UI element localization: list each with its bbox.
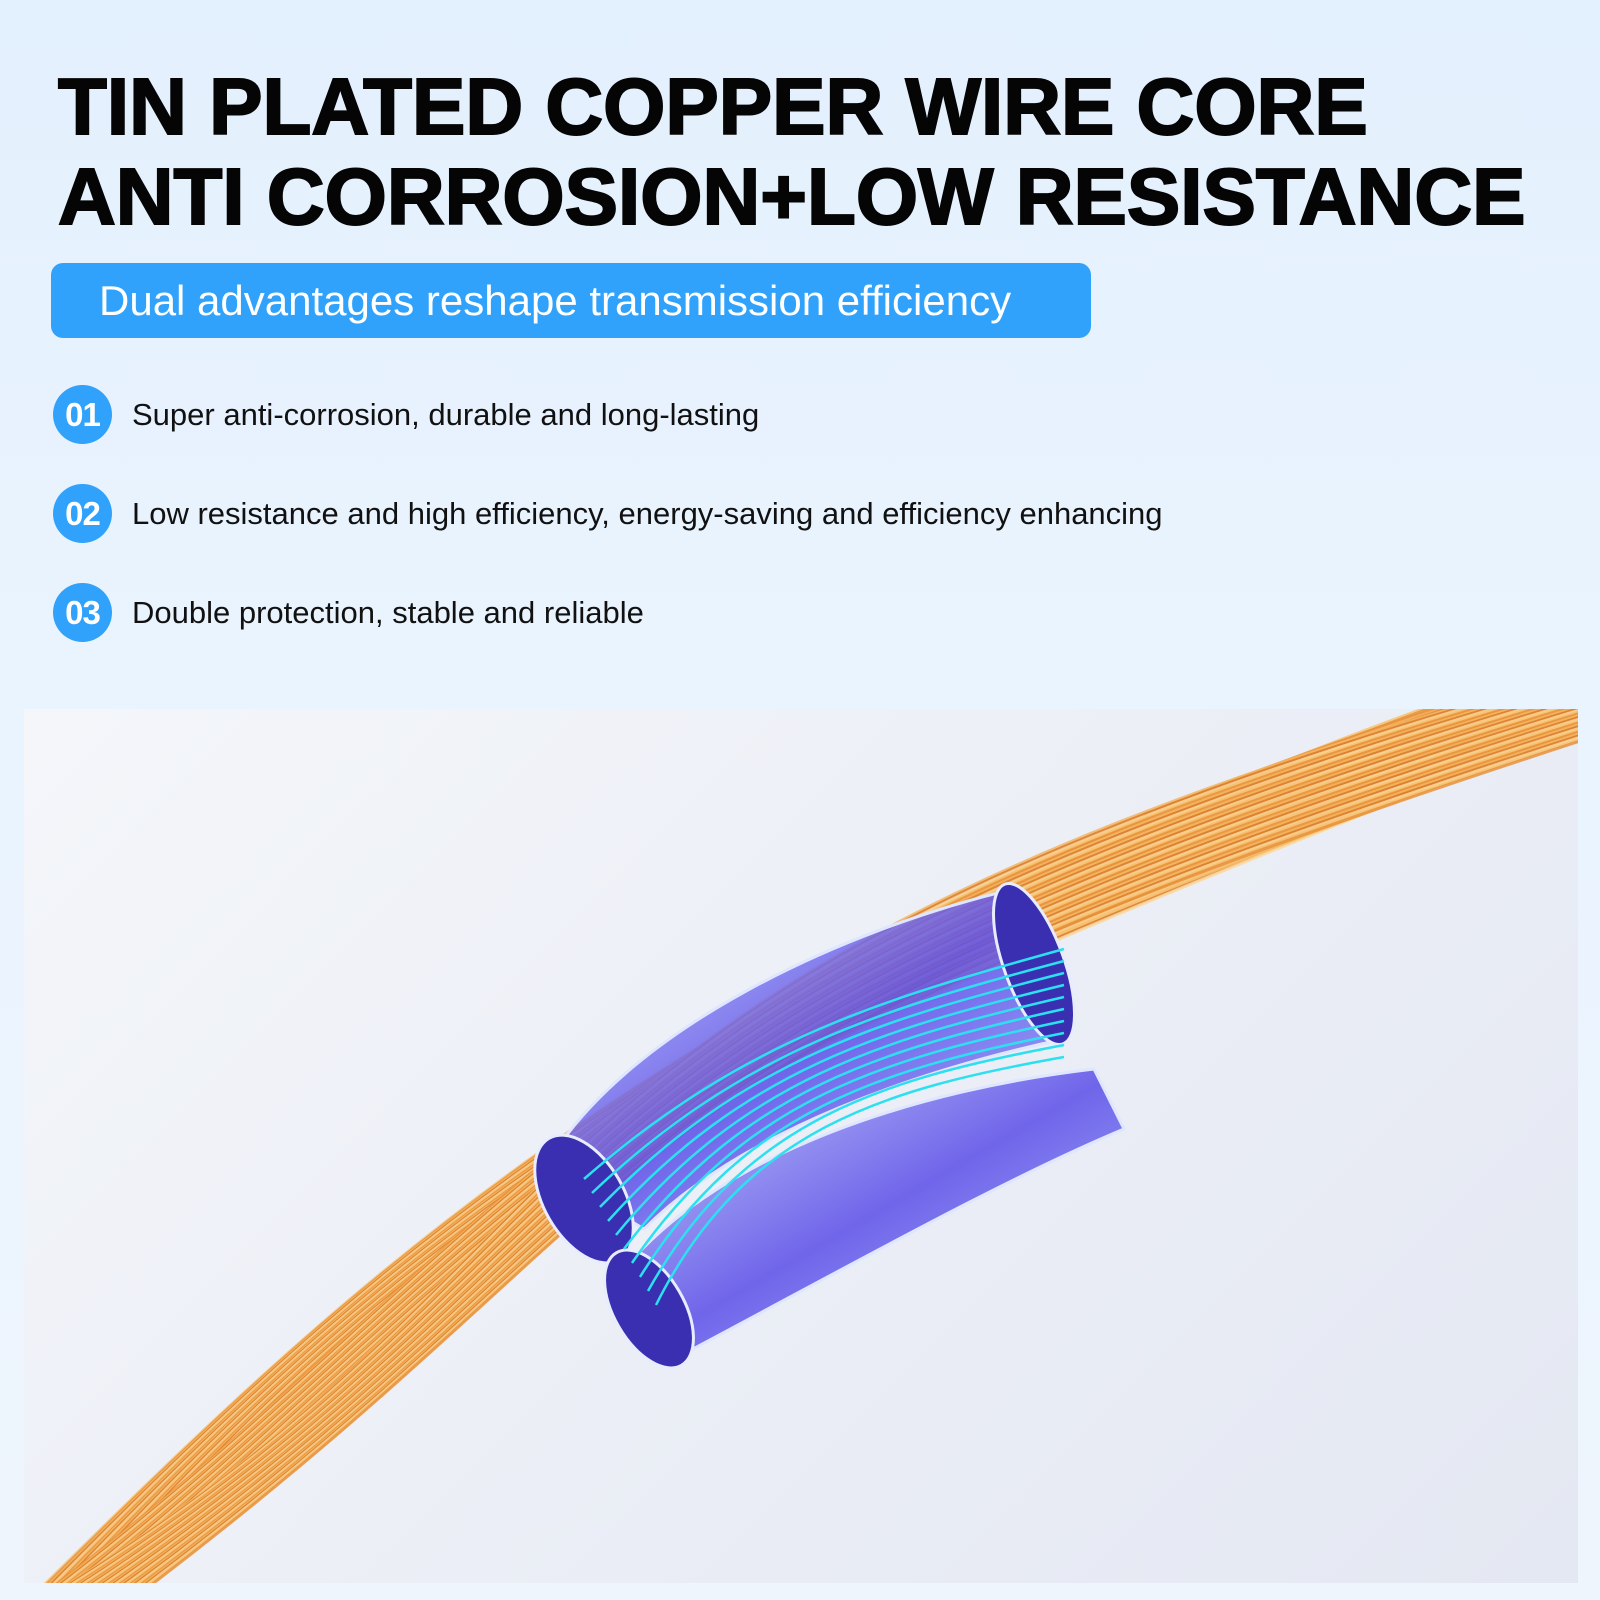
current-glow-line	[583, 947, 1065, 1180]
copper-wire-strands	[43, 709, 1578, 1583]
feature-item: 03 Double protection, stable and reliabl…	[53, 583, 644, 642]
subtitle-badge: Dual advantages reshape transmission eff…	[51, 263, 1091, 338]
current-glow-line	[599, 971, 1065, 1208]
feature-text: Low resistance and high efficiency, ener…	[132, 495, 1163, 531]
current-glow-line	[630, 1019, 1065, 1264]
current-glow-line	[615, 995, 1065, 1236]
current-glow-line	[638, 1031, 1065, 1278]
feature-item: 02 Low resistance and high efficiency, e…	[53, 484, 1163, 543]
copper-wire-illustration	[24, 709, 1578, 1583]
current-glow-line	[646, 1043, 1065, 1292]
feature-text: Double protection, stable and reliable	[132, 594, 644, 630]
feature-number-badge: 01	[53, 385, 112, 444]
feature-number-badge: 03	[53, 583, 112, 642]
current-glow-line	[591, 959, 1065, 1194]
current-glow-line	[623, 1007, 1065, 1250]
feature-item: 01 Super anti-corrosion, durable and lon…	[53, 385, 759, 444]
feature-text: Super anti-corrosion, durable and long-l…	[132, 396, 760, 432]
insulation-tube	[533, 881, 1127, 1370]
headline-line2: ANTI CORROSION+LOW RESISTANCE	[57, 151, 1526, 242]
current-glow-line	[607, 983, 1065, 1222]
current-glow-line	[654, 1055, 1065, 1306]
headline-line1: TIN PLATED COPPER WIRE CORE	[57, 61, 1369, 152]
headline: TIN PLATED COPPER WIRE CORE ANTI CORROSI…	[57, 61, 1526, 242]
feature-number-badge: 02	[53, 484, 112, 543]
